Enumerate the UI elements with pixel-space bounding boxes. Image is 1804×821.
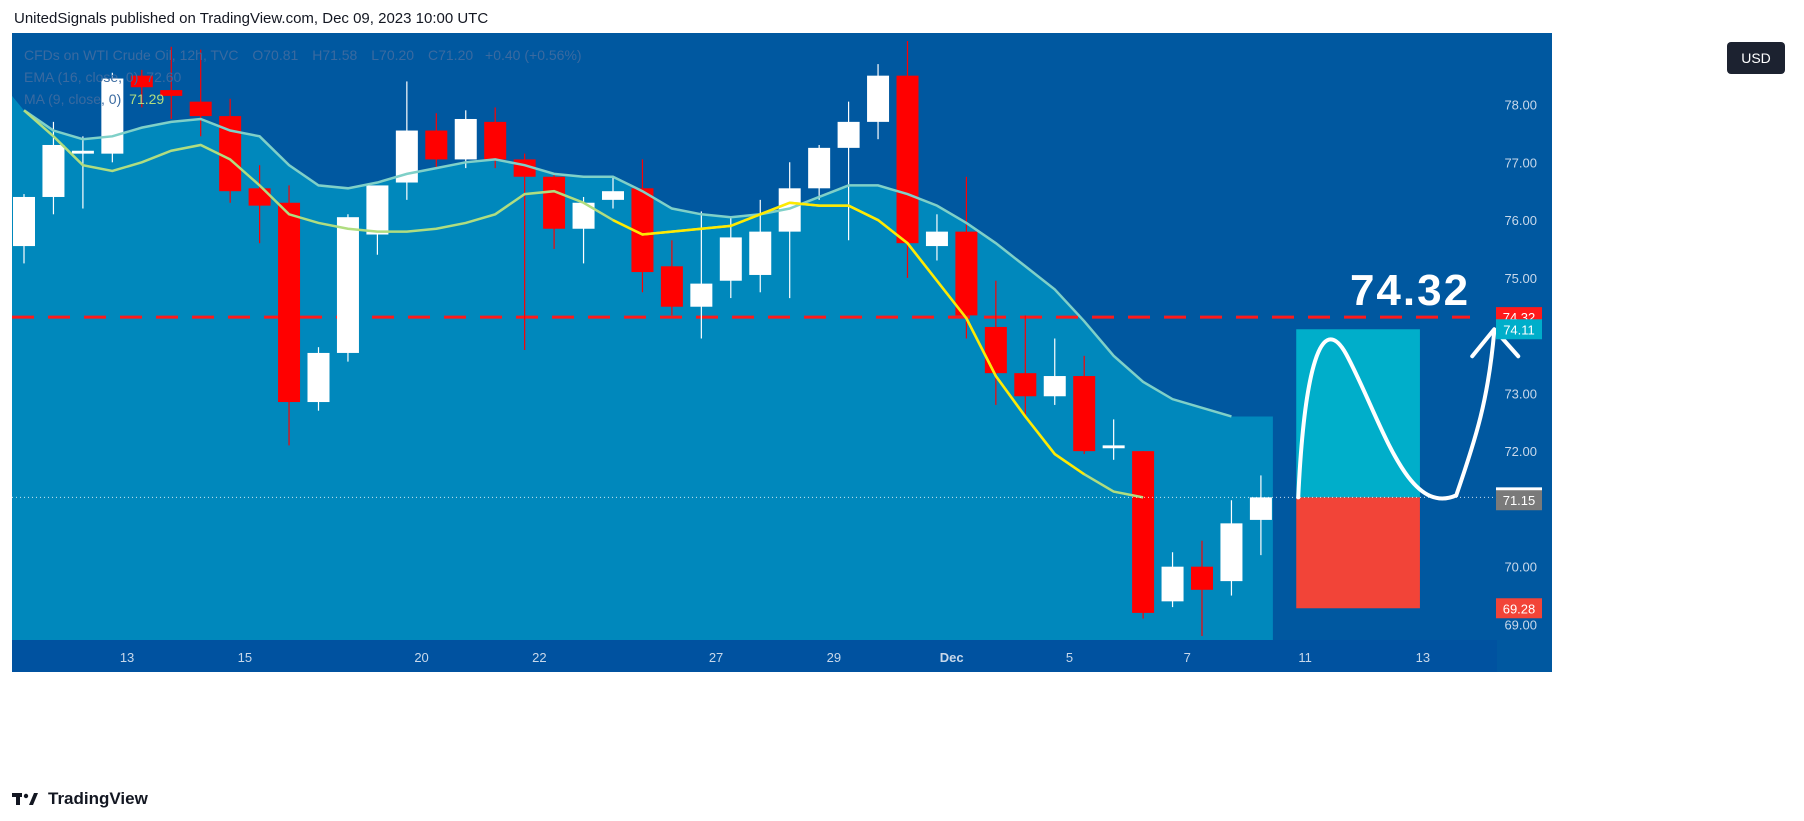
candle-body bbox=[248, 188, 271, 206]
price-label-badge bbox=[1496, 598, 1542, 619]
candle-body bbox=[1043, 376, 1066, 397]
legend-high: 71.58 bbox=[322, 47, 358, 63]
candle-body bbox=[896, 75, 919, 244]
x-tick-label: 5 bbox=[1066, 650, 1073, 665]
candle-body bbox=[42, 144, 65, 197]
price-label-text: 71.15 bbox=[1503, 493, 1536, 508]
candle-body bbox=[366, 185, 389, 235]
candle-body bbox=[101, 78, 124, 154]
candle-body bbox=[778, 188, 801, 232]
legend-close-label: C bbox=[427, 47, 439, 63]
legend-ema-row[interactable]: EMA (16, close, 0) 72.60 bbox=[24, 69, 181, 85]
ema-line bbox=[23, 109, 1232, 418]
candle-body bbox=[925, 231, 948, 247]
candle-body bbox=[690, 283, 713, 307]
projection-curve bbox=[1296, 329, 1497, 501]
y-tick-label: 69.00 bbox=[1504, 617, 1537, 632]
legend-ema-value: 72.60 bbox=[146, 69, 182, 85]
candle-body bbox=[13, 196, 35, 247]
y-tick-label: 75.00 bbox=[1504, 271, 1537, 286]
footer-brand: TradingView bbox=[48, 789, 148, 808]
x-tick-label: Dec bbox=[940, 650, 964, 665]
legend-high-label: H bbox=[312, 47, 323, 63]
candle-body bbox=[395, 130, 418, 183]
y-tick-label: 76.00 bbox=[1504, 213, 1537, 228]
x-tick-label: 29 bbox=[827, 650, 841, 665]
tradingview-logo[interactable]: TradingView bbox=[12, 787, 148, 811]
legend-open: 70.81 bbox=[263, 47, 299, 63]
target-price-annotation: 74.32 bbox=[1350, 266, 1470, 315]
projection-arrowhead bbox=[1470, 327, 1521, 359]
candle-body bbox=[1014, 373, 1037, 397]
legend-low-label: L bbox=[371, 47, 380, 63]
y-tick-label: 77.00 bbox=[1504, 155, 1537, 170]
y-tick-label: 73.00 bbox=[1504, 386, 1537, 401]
publisher-caption: UnitedSignals published on TradingView.c… bbox=[14, 10, 489, 27]
candle-body bbox=[1102, 445, 1125, 449]
candle-body bbox=[837, 121, 860, 148]
candle-body bbox=[602, 191, 624, 200]
candle-body bbox=[454, 118, 477, 160]
candle-body bbox=[189, 101, 212, 117]
position-reward-box bbox=[1296, 329, 1420, 498]
legend-low: 70.20 bbox=[379, 47, 415, 63]
position-risk-box bbox=[1296, 497, 1420, 609]
x-tick-label: 20 bbox=[414, 650, 428, 665]
candle-body bbox=[130, 75, 153, 88]
legend-ma-label: MA (9, close, 0) bbox=[24, 91, 122, 107]
candle-body bbox=[484, 121, 507, 160]
candle-body bbox=[631, 188, 654, 273]
x-tick-label: 13 bbox=[1416, 650, 1430, 665]
legend-symbol: CFDs on WTI Crude Oil, 12h, TVC bbox=[24, 47, 239, 63]
legend-change: +0.40 (+0.56%) bbox=[485, 47, 582, 63]
legend-open-label: O bbox=[252, 47, 264, 63]
candle-body bbox=[1220, 523, 1243, 582]
legend-ma-row[interactable]: MA (9, close, 0) 71.29 bbox=[24, 91, 164, 107]
x-tick-label: 13 bbox=[120, 650, 134, 665]
candle-body bbox=[660, 266, 683, 307]
x-tick-label: 11 bbox=[1298, 650, 1312, 665]
candle-body bbox=[160, 90, 183, 96]
time-axis-background bbox=[12, 640, 1497, 672]
y-tick-label: 78.00 bbox=[1504, 98, 1537, 113]
y-tick-label: 72.00 bbox=[1504, 444, 1537, 459]
candle-body bbox=[719, 237, 742, 281]
candle-body bbox=[572, 202, 595, 229]
candle-body bbox=[307, 352, 330, 403]
x-tick-label: 15 bbox=[238, 650, 252, 665]
candle-body bbox=[1191, 566, 1213, 590]
price-label-text: 74.11 bbox=[1503, 322, 1535, 337]
currency-button[interactable]: USD bbox=[1727, 42, 1785, 74]
price-label-badge bbox=[1496, 490, 1542, 511]
ma-line-highlight bbox=[612, 201, 1085, 476]
price-label-badge bbox=[1496, 319, 1542, 340]
candle-body bbox=[984, 326, 1007, 374]
candle-body bbox=[71, 150, 94, 154]
legend-ma-value: 71.29 bbox=[129, 91, 165, 107]
x-tick-label: 22 bbox=[532, 650, 546, 665]
y-tick-label: 70.00 bbox=[1504, 560, 1537, 575]
candle-body bbox=[955, 231, 978, 316]
candle-body bbox=[1132, 451, 1155, 613]
candle-body bbox=[1249, 497, 1272, 520]
candle-body bbox=[749, 231, 772, 275]
candle-body bbox=[1073, 376, 1096, 452]
candle-body bbox=[808, 147, 831, 189]
legend-close: 71.20 bbox=[438, 47, 474, 63]
candle-body bbox=[425, 130, 448, 160]
price-label-text: 69.28 bbox=[1503, 601, 1536, 616]
candle-body bbox=[867, 75, 890, 122]
x-tick-label: 27 bbox=[709, 650, 723, 665]
candle-body bbox=[336, 217, 359, 353]
x-tick-label: 7 bbox=[1184, 650, 1191, 665]
candle-body bbox=[278, 202, 301, 403]
candle-body bbox=[219, 116, 242, 192]
candle-body bbox=[1161, 566, 1184, 602]
legend-symbol-row: CFDs on WTI Crude Oil, 12h, TVC O70.81 H… bbox=[24, 47, 582, 63]
tradingview-logo-icon bbox=[12, 793, 38, 805]
price-axis-background bbox=[1497, 33, 1552, 672]
candle-body bbox=[543, 176, 566, 229]
legend-ema-label: EMA (16, close, 0) bbox=[24, 69, 139, 85]
